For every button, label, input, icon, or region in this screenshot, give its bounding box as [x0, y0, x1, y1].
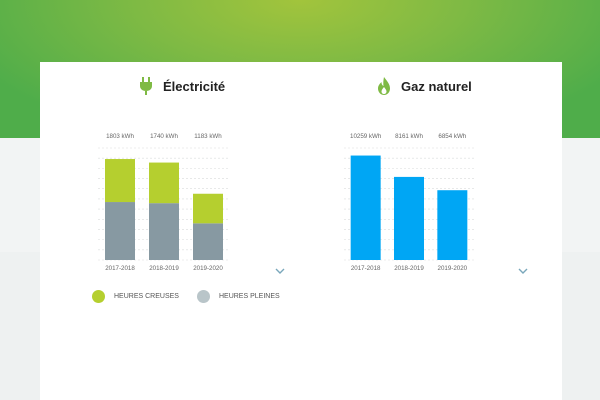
gas-total-label: 6854 kWh	[438, 133, 466, 140]
electricity-bar-heures-pleines-2[interactable]	[193, 223, 223, 260]
legend-item-peak: HEURES PLEINES	[196, 290, 280, 303]
electricity-legend: HEURES CREUSES HEURES PLEINES	[92, 290, 298, 303]
gas-total-label: 8161 kWh	[395, 133, 423, 140]
electricity-expand-chevron-icon[interactable]	[275, 267, 285, 275]
electricity-bar-heures-creuses-0[interactable]	[105, 159, 135, 203]
electricity-bar-heures-pleines-1[interactable]	[149, 203, 179, 260]
legend-peak-label: HEURES PLEINES	[218, 293, 280, 300]
flame-icon	[375, 76, 393, 96]
electricity-category-label: 2018-2019	[149, 265, 179, 272]
gas-title: Gaz naturel	[401, 78, 472, 94]
offpeak-swatch	[92, 290, 105, 303]
electricity-total-label: 1740 kWh	[150, 133, 178, 140]
electricity-category-label: 2019-2020	[193, 265, 223, 272]
electricity-category-label: 2017-2018	[105, 265, 135, 272]
electricity-bar-heures-creuses-1[interactable]	[149, 162, 179, 204]
gas-category-label: 2017-2018	[351, 265, 381, 272]
gas-bar-value-2[interactable]	[437, 190, 468, 260]
legend-item-offpeak: HEURES CREUSES	[92, 290, 179, 303]
gas-category-label: 2019-2020	[438, 265, 468, 272]
gas-header: Gaz naturel	[375, 76, 472, 96]
electricity-bar-heures-creuses-2[interactable]	[193, 193, 223, 224]
electricity-bar-heures-pleines-0[interactable]	[105, 202, 135, 260]
electricity-total-label: 1183 kWh	[194, 133, 222, 140]
legend-offpeak-label: HEURES CREUSES	[114, 293, 179, 300]
consumption-card: Électricité Gaz naturel 1803 kWh 2017-201…	[40, 62, 562, 400]
electricity-title: Électricité	[163, 78, 226, 94]
gas-total-label: 10259 kWh	[350, 133, 382, 140]
gas-chart: 10259 kWh 2017-2018 8161 kWh 2018-2019 6854 …	[344, 133, 474, 272]
gas-bar-value-1[interactable]	[394, 176, 424, 260]
gas-bar-value-0[interactable]	[350, 155, 381, 260]
plug-icon	[137, 76, 155, 96]
gas-expand-chevron-icon[interactable]	[518, 267, 528, 275]
electricity-chart: 1803 kWh 2017-2018 1740 kWh 2018-2019 1183 k…	[98, 133, 230, 272]
electricity-total-label: 1803 kWh	[106, 133, 134, 140]
electricity-header: Électricité	[137, 76, 225, 96]
gas-category-label: 2018-2019	[394, 265, 424, 272]
peak-swatch	[196, 290, 210, 303]
